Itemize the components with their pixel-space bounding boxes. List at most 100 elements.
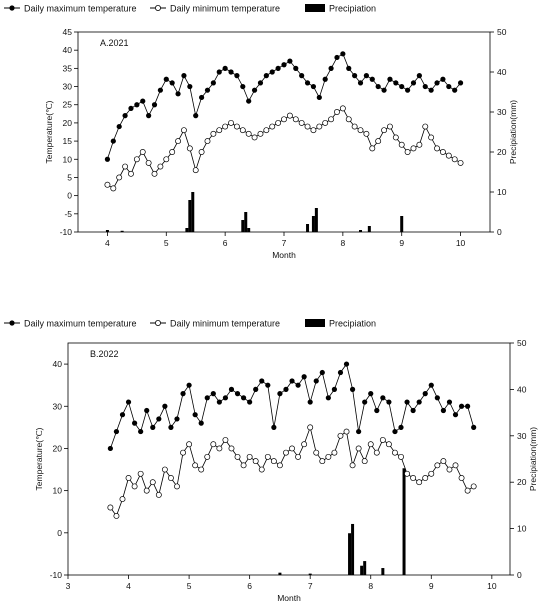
precip-bar bbox=[105, 230, 109, 232]
max-temp-point bbox=[110, 138, 116, 144]
max-temp-point bbox=[310, 83, 317, 90]
precip-bar bbox=[402, 468, 406, 575]
max-temp-point bbox=[277, 391, 283, 397]
legend-min-label: Daily minimum temperature bbox=[170, 319, 280, 329]
max-temp-point bbox=[422, 391, 428, 397]
x-axis-label: Month bbox=[272, 250, 296, 260]
x-tick-label: 6 bbox=[223, 238, 228, 248]
max-temp-point bbox=[228, 69, 234, 75]
min-temp-point bbox=[381, 127, 388, 134]
plot-frame bbox=[67, 342, 511, 576]
min-temp-point bbox=[143, 487, 150, 494]
max-temp-point bbox=[122, 113, 128, 119]
max-temp-point bbox=[458, 403, 465, 409]
min-temp-point bbox=[252, 458, 259, 465]
y2-tick-label: 40 bbox=[517, 384, 527, 394]
min-temp-point bbox=[373, 449, 380, 456]
min-temp-point bbox=[385, 441, 392, 448]
x-tick-label: 8 bbox=[368, 581, 373, 591]
min-temp-point bbox=[145, 159, 152, 166]
max-temp-point bbox=[175, 91, 181, 97]
max-temp-point bbox=[316, 94, 322, 101]
max-temp-point bbox=[369, 76, 375, 82]
min-temp-point bbox=[169, 149, 176, 155]
min-temp-point bbox=[204, 138, 211, 145]
min-temp-point bbox=[210, 130, 217, 137]
precip-bar bbox=[363, 561, 367, 575]
max-temp-point bbox=[404, 399, 410, 405]
max-temp-point bbox=[381, 87, 387, 93]
min-temp-point bbox=[434, 145, 440, 152]
min-temp-point bbox=[258, 466, 265, 473]
max-temp-point bbox=[471, 424, 477, 430]
min-temp-point bbox=[198, 149, 205, 155]
series-min bbox=[104, 105, 464, 192]
max-temp-point bbox=[337, 369, 344, 376]
min-temp-point bbox=[264, 453, 271, 460]
min-temp-point bbox=[192, 167, 199, 174]
min-temp-point bbox=[464, 487, 471, 494]
y-axis-ticks: -10 -5 0 5 10 15 20 25 30 35 40 45 bbox=[60, 27, 78, 237]
max-temp-point bbox=[269, 69, 275, 75]
y2-tick-label: 50 bbox=[497, 27, 507, 37]
min-temp-point bbox=[386, 123, 393, 130]
min-temp-point bbox=[113, 512, 120, 519]
legend: Daily maximum temperature Daily minimum t… bbox=[4, 319, 376, 329]
min-temp-point bbox=[275, 119, 282, 126]
max-temp-point bbox=[259, 378, 265, 384]
min-temp-point bbox=[180, 127, 187, 134]
x-tick-label: 3 bbox=[66, 581, 71, 591]
min-temp-point bbox=[204, 453, 211, 460]
min-temp-point bbox=[245, 130, 252, 137]
x-tick-label: 6 bbox=[247, 581, 252, 591]
min-temp-point bbox=[325, 453, 332, 460]
y-axis-label: Temperature(℃) bbox=[44, 100, 54, 163]
y2-axis-ticks: 0 10 20 30 40 50 bbox=[510, 338, 527, 580]
min-temp-point bbox=[289, 445, 295, 452]
x-tick-label: 4 bbox=[105, 238, 110, 248]
precip-bars bbox=[278, 468, 406, 575]
min-temp-point bbox=[283, 449, 289, 456]
x-axis-label: Month bbox=[277, 593, 301, 603]
y-tick-label: 30 bbox=[53, 401, 63, 411]
series-max bbox=[104, 51, 464, 162]
min-temp-point bbox=[369, 145, 376, 152]
max-temp-point bbox=[222, 395, 229, 401]
max-temp-point bbox=[457, 80, 464, 86]
min-temp-point bbox=[186, 441, 193, 448]
precip-bars bbox=[105, 192, 404, 232]
min-temp-point bbox=[375, 138, 382, 145]
min-temp-point bbox=[116, 174, 123, 181]
max-temp-point bbox=[322, 76, 328, 82]
max-temp-point bbox=[168, 424, 174, 430]
panel-label: B.2022 bbox=[90, 349, 119, 359]
max-temp-point bbox=[281, 62, 287, 68]
series-max bbox=[107, 361, 477, 452]
y2-tick-label: 30 bbox=[497, 107, 507, 117]
max-temp-point bbox=[446, 399, 453, 405]
precip-bar bbox=[351, 523, 355, 575]
max-temp-point bbox=[156, 416, 162, 422]
max-temp-point bbox=[187, 83, 193, 90]
max-temp-point bbox=[392, 428, 398, 435]
min-temp-point bbox=[222, 123, 229, 130]
min-temp-point bbox=[298, 119, 305, 126]
min-temp-point bbox=[457, 159, 464, 166]
precip-bar bbox=[308, 573, 312, 575]
min-temp-point bbox=[104, 181, 111, 188]
precip-bar bbox=[311, 216, 315, 232]
max-temp-point bbox=[210, 391, 216, 397]
max-temp-point bbox=[356, 428, 362, 435]
min-temp-point bbox=[110, 185, 117, 192]
max-temp-point bbox=[144, 407, 150, 414]
max-temp-point bbox=[313, 378, 319, 384]
legend: Daily maximum temperature Daily minimum t… bbox=[4, 4, 376, 14]
x-tick-label: 7 bbox=[282, 238, 287, 248]
max-temp-point bbox=[113, 428, 120, 435]
min-temp-point bbox=[470, 483, 477, 490]
min-temp-point bbox=[416, 479, 423, 486]
max-temp-point bbox=[138, 428, 144, 435]
max-temp-point bbox=[346, 65, 352, 71]
x-tick-label: 4 bbox=[126, 581, 131, 591]
y-tick-label: -5 bbox=[64, 209, 72, 219]
